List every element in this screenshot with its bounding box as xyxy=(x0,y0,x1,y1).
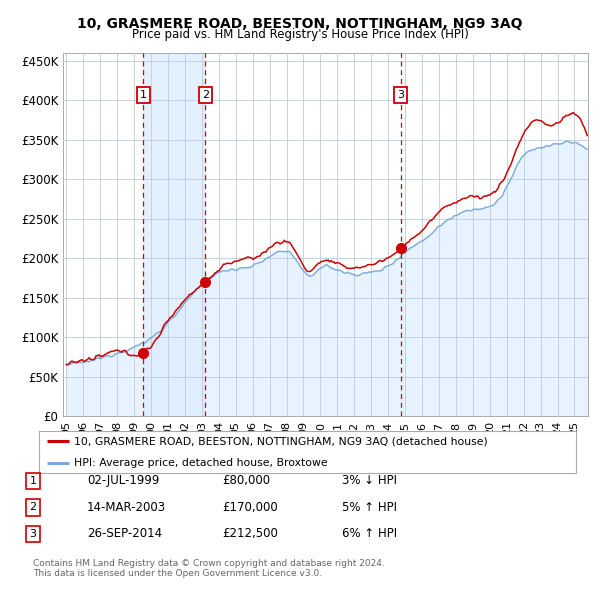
Text: This data is licensed under the Open Government Licence v3.0.: This data is licensed under the Open Gov… xyxy=(33,569,322,578)
Text: 2: 2 xyxy=(29,503,37,512)
Text: £170,000: £170,000 xyxy=(222,501,278,514)
Text: 2: 2 xyxy=(202,90,209,100)
Text: 1: 1 xyxy=(140,90,147,100)
Text: 6% ↑ HPI: 6% ↑ HPI xyxy=(342,527,397,540)
Text: 26-SEP-2014: 26-SEP-2014 xyxy=(87,527,162,540)
Bar xyxy=(143,53,205,416)
Text: 02-JUL-1999: 02-JUL-1999 xyxy=(87,474,160,487)
Text: Contains HM Land Registry data © Crown copyright and database right 2024.: Contains HM Land Registry data © Crown c… xyxy=(33,559,385,568)
Text: 10, GRASMERE ROAD, BEESTON, NOTTINGHAM, NG9 3AQ: 10, GRASMERE ROAD, BEESTON, NOTTINGHAM, … xyxy=(77,17,523,31)
Text: HPI: Average price, detached house, Broxtowe: HPI: Average price, detached house, Brox… xyxy=(74,458,328,467)
Text: 1: 1 xyxy=(29,476,37,486)
Text: Price paid vs. HM Land Registry's House Price Index (HPI): Price paid vs. HM Land Registry's House … xyxy=(131,28,469,41)
Text: £212,500: £212,500 xyxy=(222,527,278,540)
Text: 3: 3 xyxy=(397,90,404,100)
Text: 5% ↑ HPI: 5% ↑ HPI xyxy=(342,501,397,514)
Text: 10, GRASMERE ROAD, BEESTON, NOTTINGHAM, NG9 3AQ (detached house): 10, GRASMERE ROAD, BEESTON, NOTTINGHAM, … xyxy=(74,437,488,446)
Text: 3: 3 xyxy=(29,529,37,539)
Text: 3% ↓ HPI: 3% ↓ HPI xyxy=(342,474,397,487)
Text: 14-MAR-2003: 14-MAR-2003 xyxy=(87,501,166,514)
Text: £80,000: £80,000 xyxy=(222,474,270,487)
